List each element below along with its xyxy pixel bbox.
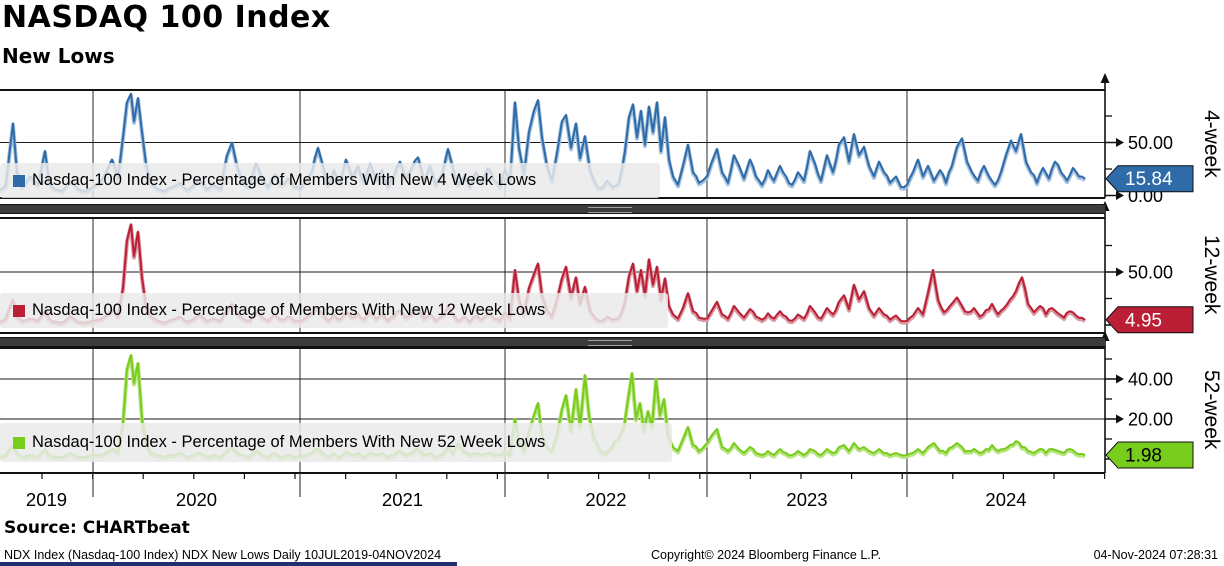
legend-swatch-icon bbox=[13, 436, 25, 449]
panel-axis-label-12-week: 12-week bbox=[1200, 235, 1223, 315]
legend-swatch-icon bbox=[13, 174, 25, 187]
value-tag bbox=[1105, 165, 1194, 193]
panel-divider[interactable] bbox=[0, 204, 1105, 214]
legend-4-week: Nasdaq-100 Index - Percentage of Members… bbox=[0, 163, 660, 198]
x-tick-2020: 2020 bbox=[175, 489, 218, 510]
value-tag bbox=[1105, 306, 1194, 334]
legend-label: Nasdaq-100 Index - Percentage of Members… bbox=[32, 433, 546, 451]
y-tick-label: 40.00 bbox=[1128, 370, 1173, 390]
tick-arrow-icon bbox=[1116, 374, 1124, 384]
value-tag-label: 15.84 bbox=[1125, 169, 1173, 190]
x-tick-2021: 2021 bbox=[381, 489, 424, 510]
legend-swatch-icon bbox=[13, 304, 25, 317]
footer-ticker-info: NDX Index (Nasdaq-100 Index) NDX New Low… bbox=[4, 548, 442, 562]
bottom-accent-bar bbox=[0, 562, 457, 566]
footer-timestamp: 04-Nov-2024 07:28:31 bbox=[1093, 548, 1218, 562]
x-tick-2023: 2023 bbox=[786, 489, 828, 510]
divider-grip-icon[interactable] bbox=[588, 207, 632, 213]
panel-axis-label-52-week: 52-week bbox=[1200, 370, 1223, 450]
page-title: NASDAQ 100 Index bbox=[2, 0, 331, 35]
footer-copyright: Copyright© 2024 Bloomberg Finance L.P. bbox=[651, 548, 881, 562]
value-tag-label: 1.98 bbox=[1125, 446, 1162, 467]
y-tick-label: 20.00 bbox=[1128, 410, 1173, 430]
x-tick-2022: 2022 bbox=[585, 489, 627, 510]
tick-arrow-icon bbox=[1116, 138, 1124, 147]
panel-axis-label-4-week: 4-week bbox=[1200, 110, 1223, 178]
tick-arrow-icon bbox=[1116, 267, 1124, 277]
value-tag bbox=[1105, 441, 1194, 469]
divider-grip-icon[interactable] bbox=[588, 340, 632, 346]
tick-arrow-icon bbox=[1116, 191, 1124, 200]
legend-label: Nasdaq-100 Index - Percentage of Members… bbox=[32, 301, 546, 319]
legend-52-week: Nasdaq-100 Index - Percentage of Members… bbox=[0, 423, 672, 462]
x-tick-2019: 2019 bbox=[25, 489, 68, 510]
value-tag-label: 4.95 bbox=[1125, 310, 1162, 331]
legend-12-week: Nasdaq-100 Index - Percentage of Members… bbox=[0, 293, 668, 328]
source-line: Source: CHARTbeat bbox=[4, 518, 190, 538]
panel-divider[interactable] bbox=[0, 337, 1105, 347]
legend-label: Nasdaq-100 Index - Percentage of Members… bbox=[32, 171, 537, 189]
x-tick-2024: 2024 bbox=[985, 489, 1027, 510]
page-subtitle: New Lows bbox=[2, 44, 115, 68]
y-tick-label: 50.00 bbox=[1128, 133, 1173, 153]
tick-arrow-icon bbox=[1116, 414, 1124, 424]
y-tick-label: 50.00 bbox=[1128, 263, 1173, 283]
axis-up-arrow-icon bbox=[1100, 73, 1110, 83]
